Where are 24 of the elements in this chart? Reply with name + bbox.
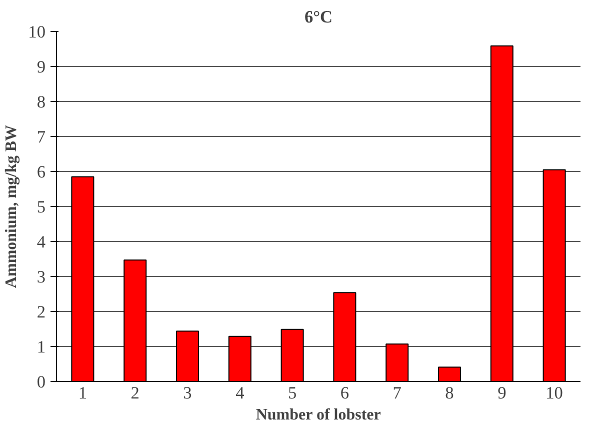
y-tick-label: 1 — [36, 338, 46, 356]
y-tick-label: 9 — [36, 58, 46, 76]
x-tick-label: 8 — [445, 384, 454, 402]
x-tick-label: 6 — [340, 384, 350, 402]
x-tick-label: 10 — [546, 384, 563, 402]
y-tick-label: 0 — [36, 372, 46, 392]
y-tick-label: 5 — [36, 198, 46, 216]
x-tick-label: 5 — [288, 384, 297, 402]
x-axis-title: Number of lobster — [256, 406, 381, 424]
x-tick-label: 3 — [183, 384, 192, 402]
y-tick-label: 10 — [28, 22, 46, 42]
y-tick-label: 6 — [36, 162, 46, 182]
y-tick-label: 4 — [36, 232, 46, 252]
x-tick-label: 4 — [236, 384, 245, 402]
y-tick-label: 2 — [36, 302, 46, 322]
y-tick-label: 3 — [36, 268, 46, 286]
y-tick-label: 8 — [36, 92, 46, 112]
chart-title: 6°C — [304, 8, 333, 26]
x-tick-label: 9 — [498, 384, 506, 402]
x-tick-label: 7 — [392, 384, 402, 402]
x-tick-label: 2 — [130, 384, 140, 402]
y-tick-label: 7 — [36, 128, 46, 146]
y-axis-title: Ammonium, mg/kg BW — [3, 124, 20, 288]
x-tick-label: 1 — [78, 384, 88, 402]
